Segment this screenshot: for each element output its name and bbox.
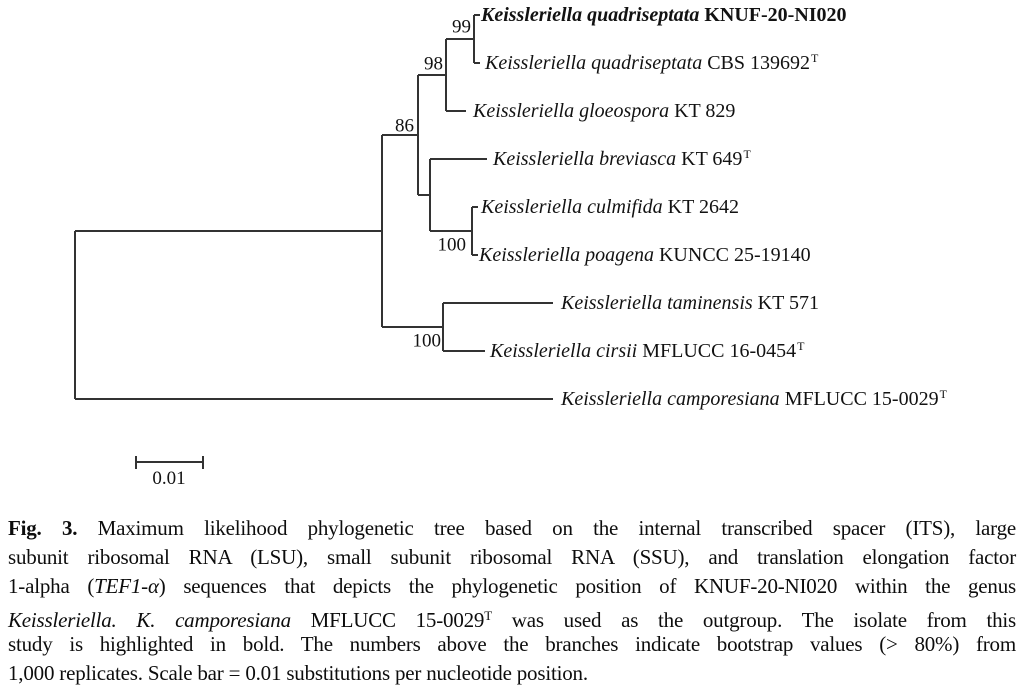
caption-line-1: Fig. 3. Maximum likelihood phylogenetic … <box>8 514 1016 543</box>
strain-code: KT 571 <box>757 292 819 315</box>
phylogenetic-tree: Keissleriella quadriseptata KNUF-20-NI020… <box>74 4 947 489</box>
caption-text: was used as the outgroup. The isolate fr… <box>491 608 1017 632</box>
scale-bar-label: 0.01 <box>152 468 186 489</box>
type-superscript: T <box>797 339 805 354</box>
caption-text: ) sequences that depicts the phylogeneti… <box>158 574 1016 598</box>
species-name: Keissleriella taminensis <box>561 292 753 315</box>
strain-code: MFLUCC 16-0454 <box>642 340 797 363</box>
strain-code: KT 829 <box>674 100 736 123</box>
caption-text: MFLUCC 15-0029 <box>290 608 485 632</box>
bootstrap-value-100a: 100 <box>437 234 467 256</box>
caption-text: subunit ribosomal RNA (LSU), small subun… <box>8 545 1016 569</box>
caption-text: 1-alpha ( <box>8 574 95 598</box>
strain-code: KNUF-20-NI020 <box>704 4 847 27</box>
taxon-label-poagena: Keissleriella poagena KUNCC 25-19140 <box>479 244 812 265</box>
bootstrap-value-100b: 100 <box>412 330 442 352</box>
tree-branches <box>74 14 553 469</box>
type-superscript: T <box>484 608 492 623</box>
bootstrap-value-98: 98 <box>424 53 443 75</box>
caption-line-4: Keissleriella. K. camporesiana MFLUCC 15… <box>8 601 1017 632</box>
taxon-label-quadriseptata-cbs: Keissleriella quadriseptata CBS 139692T <box>485 52 818 73</box>
gene-name-italic: TEF1-α <box>94 574 159 598</box>
strain-code: KT 2642 <box>667 196 739 219</box>
caption-text: 1,000 replicates. Scale bar = 0.01 subst… <box>8 661 588 685</box>
species-name: Keissleriella poagena <box>479 244 654 267</box>
species-name: Keissleriella breviasca <box>493 148 677 171</box>
strain-code: MFLUCC 15-0029 <box>784 388 939 411</box>
type-superscript: T <box>743 147 751 162</box>
taxon-label-quadriseptata-knuf: Keissleriella quadriseptata KNUF-20-NI020 <box>481 4 848 25</box>
species-name: Keissleriella cirsii <box>490 340 638 363</box>
caption-line-3: 1-alpha (TEF1-α) sequences that depicts … <box>8 572 1016 601</box>
caption-line-2: subunit ribosomal RNA (LSU), small subun… <box>8 543 1016 572</box>
species-name-italic: Keissleriella. K. camporesiana <box>8 608 291 632</box>
taxon-label-cirsii: Keissleriella cirsii MFLUCC 16-0454T <box>490 340 804 361</box>
caption-text: Maximum likelihood phylogenetic tree bas… <box>77 516 1017 540</box>
bootstrap-value-86: 86 <box>395 115 414 137</box>
taxon-label-camporesiana: Keissleriella camporesiana MFLUCC 15-0029… <box>561 388 947 409</box>
species-name: Keissleriella gloeospora <box>473 100 670 123</box>
taxon-label-breviasca: Keissleriella breviasca KT 649T <box>493 148 751 169</box>
type-superscript: T <box>939 387 947 402</box>
figure-number: Fig. 3. <box>8 516 78 540</box>
taxon-label-culmifida: Keissleriella culmifida KT 2642 <box>481 196 740 217</box>
caption-line-6: 1,000 replicates. Scale bar = 0.01 subst… <box>8 659 1016 688</box>
caption-line-5: study is highlighted in bold. The number… <box>8 630 1016 659</box>
taxon-label-taminensis: Keissleriella taminensis KT 571 <box>561 292 820 313</box>
strain-code: CBS 139692 <box>707 52 811 75</box>
taxon-label-gloeospora: Keissleriella gloeospora KT 829 <box>473 100 736 121</box>
bootstrap-value-99: 99 <box>452 16 471 38</box>
species-name: Keissleriella quadriseptata <box>481 4 700 27</box>
strain-code: KUNCC 25-19140 <box>658 244 811 267</box>
strain-code: KT 649 <box>681 148 743 171</box>
caption-text: study is highlighted in bold. The number… <box>8 632 1016 656</box>
species-name: Keissleriella camporesiana <box>561 388 780 411</box>
figure-caption: Fig. 3. Maximum likelihood phylogenetic … <box>8 514 1016 688</box>
species-name: Keissleriella quadriseptata <box>485 52 703 75</box>
species-name: Keissleriella culmifida <box>481 196 663 219</box>
type-superscript: T <box>811 51 819 66</box>
